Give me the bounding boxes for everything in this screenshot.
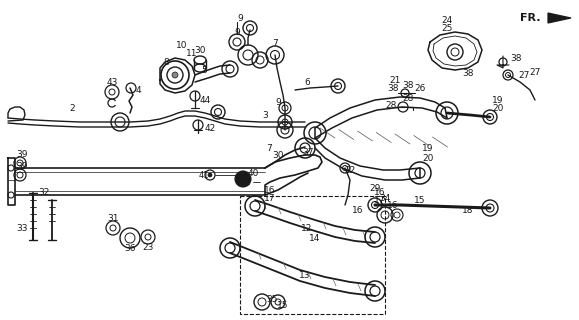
Text: 22: 22 bbox=[345, 165, 356, 174]
Text: 38: 38 bbox=[462, 68, 474, 77]
Text: 16: 16 bbox=[374, 188, 386, 196]
Text: 20: 20 bbox=[492, 103, 504, 113]
Text: 31: 31 bbox=[107, 213, 119, 222]
Text: 12: 12 bbox=[301, 223, 313, 233]
Text: 32: 32 bbox=[38, 188, 50, 196]
Text: 29: 29 bbox=[369, 183, 380, 193]
Text: 17: 17 bbox=[264, 194, 276, 203]
Circle shape bbox=[172, 72, 178, 78]
Bar bbox=[240, 196, 385, 314]
Text: 10: 10 bbox=[176, 41, 188, 50]
Text: FR.: FR. bbox=[520, 13, 540, 23]
Text: 20: 20 bbox=[422, 154, 434, 163]
Text: 21: 21 bbox=[389, 76, 401, 84]
Text: 25: 25 bbox=[441, 23, 453, 33]
Text: 41: 41 bbox=[199, 171, 209, 180]
Text: 38: 38 bbox=[510, 53, 522, 62]
Text: 8: 8 bbox=[163, 58, 169, 67]
Text: 16: 16 bbox=[352, 205, 364, 214]
Text: 34: 34 bbox=[379, 194, 391, 203]
Text: 13: 13 bbox=[299, 270, 311, 279]
Text: 14: 14 bbox=[309, 234, 321, 243]
Text: 9: 9 bbox=[237, 13, 243, 22]
Text: 9: 9 bbox=[234, 28, 240, 36]
Circle shape bbox=[208, 173, 212, 177]
Text: 33: 33 bbox=[16, 223, 28, 233]
Text: 36: 36 bbox=[124, 244, 135, 252]
Text: 15: 15 bbox=[414, 196, 426, 204]
Circle shape bbox=[235, 171, 251, 187]
Text: 27: 27 bbox=[518, 70, 530, 79]
Text: 2: 2 bbox=[69, 103, 75, 113]
Text: 28: 28 bbox=[385, 100, 397, 109]
Text: 42: 42 bbox=[204, 124, 215, 132]
Text: 30: 30 bbox=[272, 150, 284, 159]
Text: 17: 17 bbox=[374, 196, 386, 204]
Text: 28: 28 bbox=[402, 93, 413, 102]
Text: 43: 43 bbox=[107, 77, 118, 86]
Text: 37: 37 bbox=[302, 148, 314, 156]
Text: 38: 38 bbox=[402, 81, 414, 90]
Text: 6: 6 bbox=[304, 77, 310, 86]
Text: 30: 30 bbox=[194, 45, 206, 54]
Text: 3: 3 bbox=[262, 110, 268, 119]
Text: 26: 26 bbox=[415, 84, 426, 92]
Text: 38: 38 bbox=[387, 84, 399, 92]
Text: 19: 19 bbox=[422, 143, 434, 153]
Text: 1: 1 bbox=[245, 178, 251, 187]
Text: 19: 19 bbox=[492, 95, 504, 105]
Text: 39: 39 bbox=[16, 162, 28, 171]
Text: 5: 5 bbox=[201, 66, 207, 75]
Text: 9: 9 bbox=[275, 98, 281, 107]
Text: 16: 16 bbox=[264, 186, 276, 195]
Text: 23: 23 bbox=[142, 243, 153, 252]
Text: 24: 24 bbox=[441, 15, 453, 25]
Text: 16: 16 bbox=[387, 201, 399, 210]
Text: 11: 11 bbox=[186, 49, 198, 58]
Text: 7: 7 bbox=[266, 143, 272, 153]
Text: 7: 7 bbox=[272, 38, 278, 47]
Text: 18: 18 bbox=[462, 205, 474, 214]
Text: 4: 4 bbox=[135, 85, 141, 94]
Text: 15: 15 bbox=[277, 300, 289, 309]
Text: 35: 35 bbox=[266, 295, 278, 305]
Text: 40: 40 bbox=[247, 169, 259, 178]
Text: 27: 27 bbox=[529, 68, 541, 76]
Polygon shape bbox=[548, 13, 571, 23]
Text: 44: 44 bbox=[199, 95, 211, 105]
Text: 39: 39 bbox=[16, 149, 28, 158]
